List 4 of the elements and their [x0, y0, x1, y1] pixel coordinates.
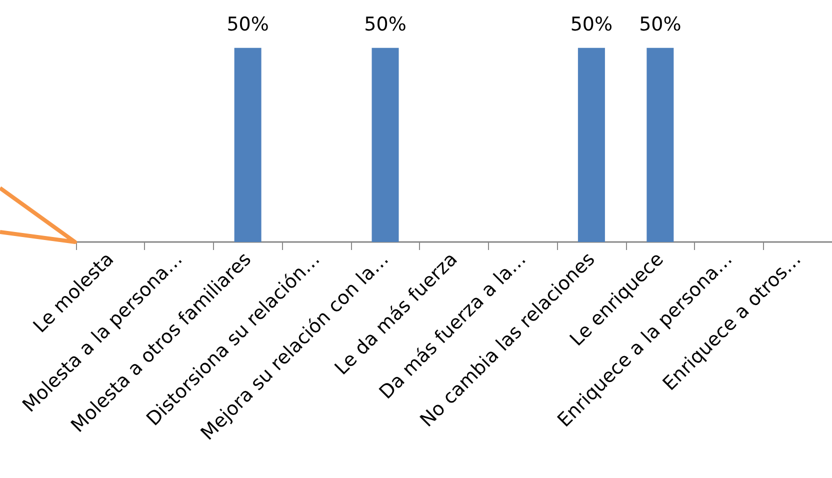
data-label: 50%	[570, 13, 613, 36]
data-label: 50%	[226, 13, 269, 36]
data-label: 50%	[639, 13, 682, 36]
data-label: 50%	[364, 13, 406, 36]
